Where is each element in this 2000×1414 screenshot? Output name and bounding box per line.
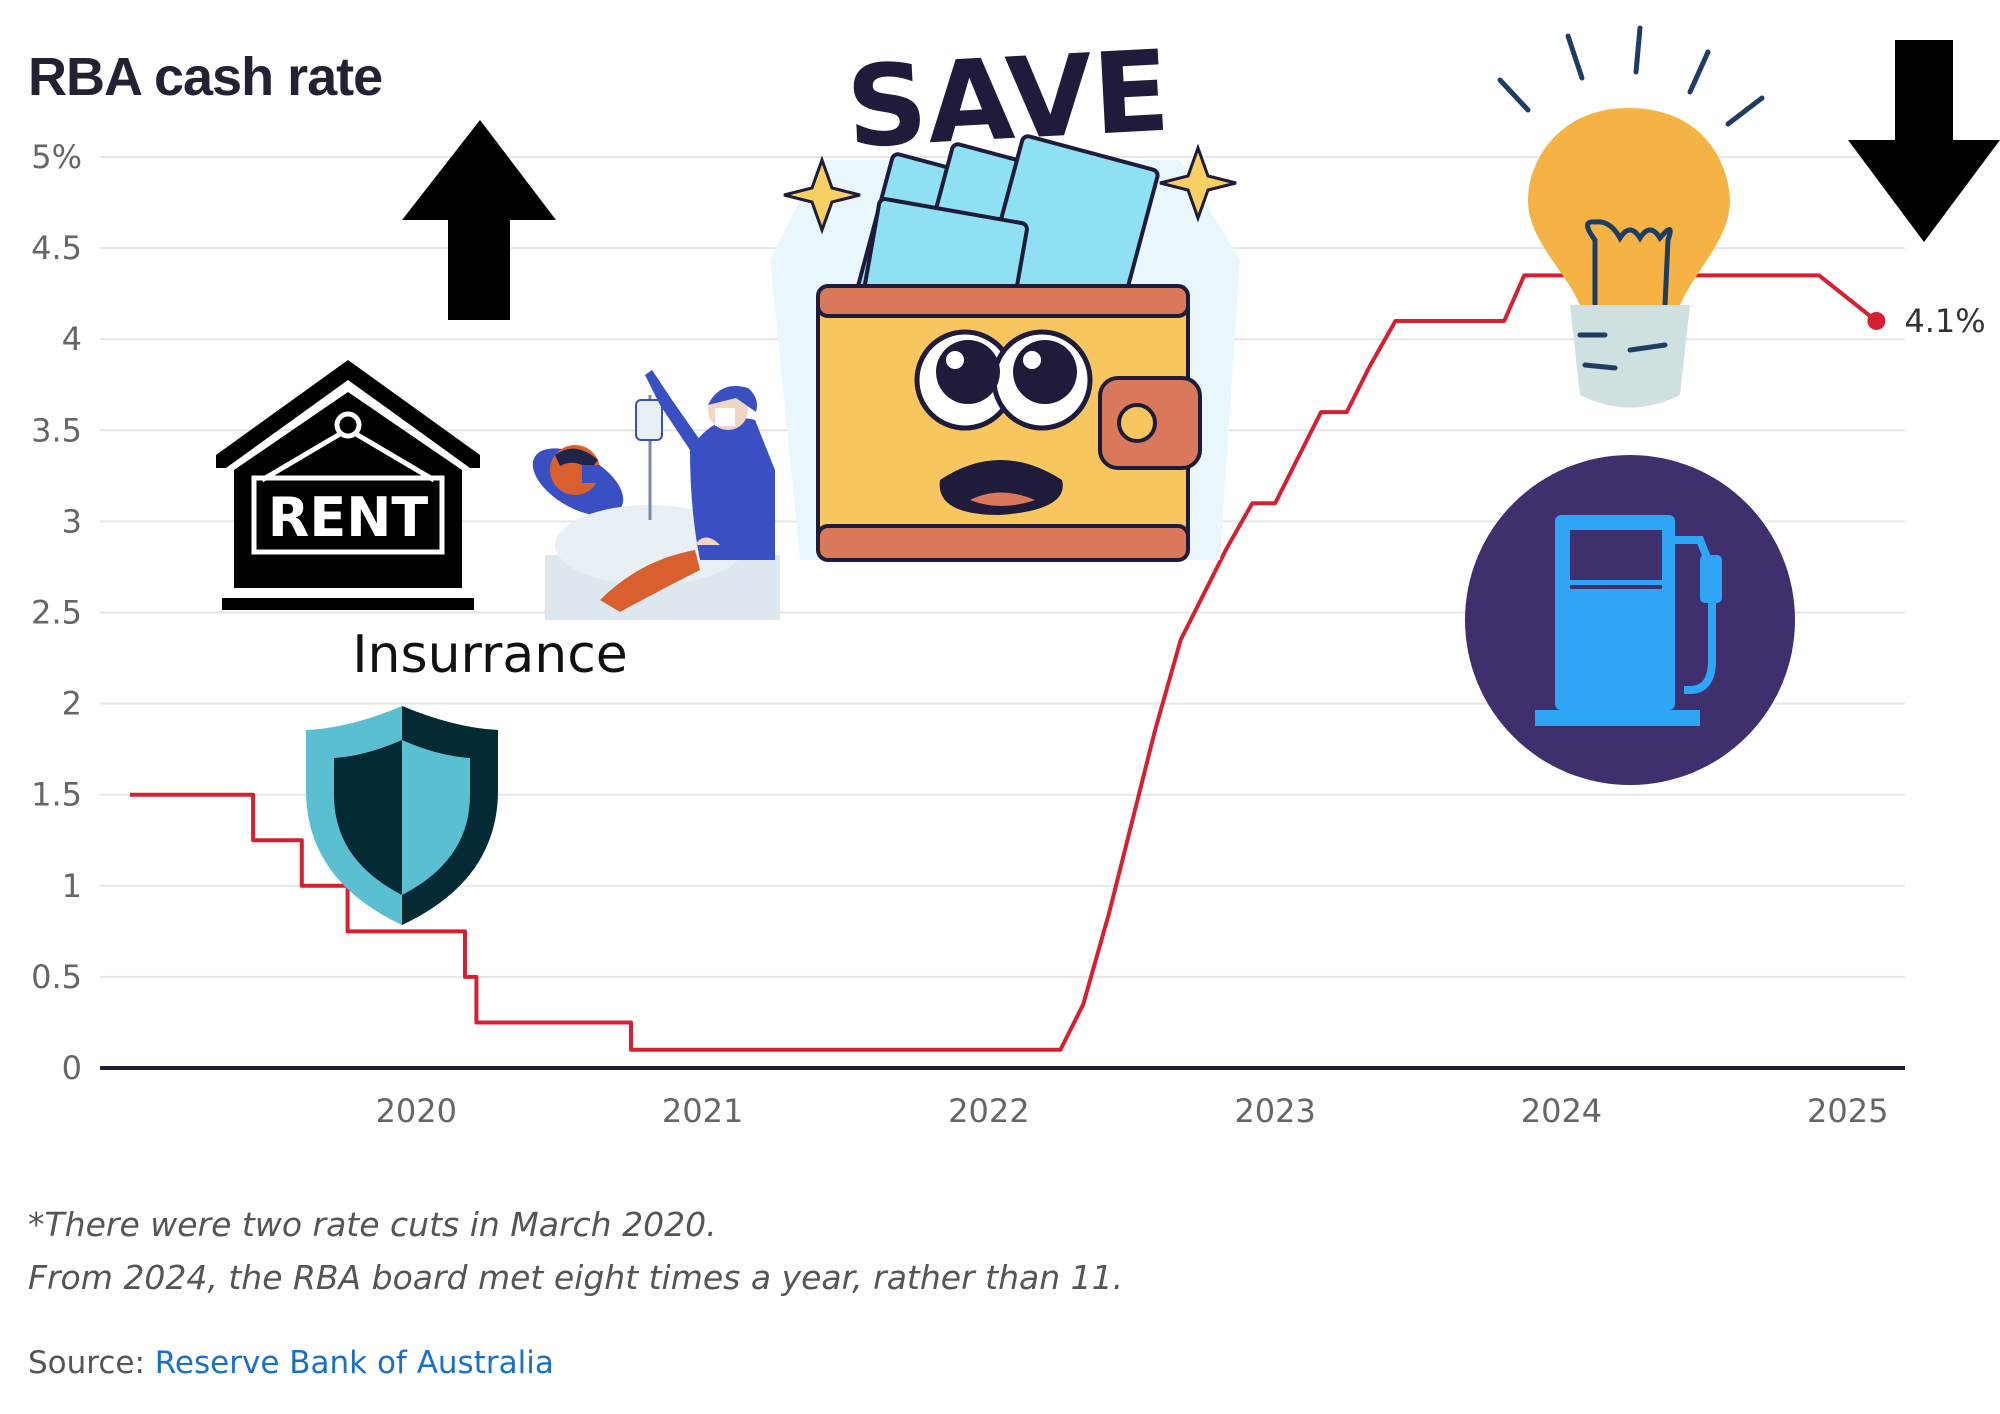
x-tick-label: 2024 bbox=[1521, 1092, 1602, 1130]
series-line-cash-rate bbox=[130, 273, 1878, 1052]
source-prefix: Source: bbox=[28, 1345, 155, 1381]
insurance-label: Insurrance bbox=[352, 625, 628, 685]
arrow-up-icon bbox=[402, 120, 556, 320]
footnote-1: *There were two rate cuts in March 2020. bbox=[28, 1205, 717, 1244]
y-tick-label: 0 bbox=[62, 1049, 82, 1087]
fuel-pump-icon bbox=[1465, 455, 1795, 785]
rent-sign-text: RENT bbox=[268, 486, 429, 549]
save-wallet-icon: SAVE bbox=[770, 27, 1240, 562]
y-tick-label: 1.5 bbox=[31, 776, 82, 814]
x-tick-label: 2021 bbox=[662, 1092, 743, 1130]
y-tick-label: 2 bbox=[62, 685, 82, 723]
end-point-marker bbox=[1867, 311, 1886, 330]
x-tick-label: 2025 bbox=[1807, 1092, 1888, 1130]
y-tick-label: 4.5 bbox=[31, 229, 82, 267]
y-tick-label: 3.5 bbox=[31, 411, 82, 449]
source-link[interactable]: Reserve Bank of Australia bbox=[154, 1345, 554, 1381]
y-tick-label: 1 bbox=[62, 867, 82, 905]
y-tick-label: 5% bbox=[31, 138, 82, 176]
end-value-label: 4.1% bbox=[1904, 302, 1985, 340]
rent-house-icon: RENT bbox=[216, 360, 480, 610]
y-tick-label: 0.5 bbox=[31, 958, 82, 996]
save-sticker-text: SAVE bbox=[843, 27, 1172, 174]
footnote-2: From 2024, the RBA board met eight times… bbox=[28, 1258, 1124, 1297]
y-tick-label: 3 bbox=[62, 502, 82, 540]
insurance-shield-icon bbox=[306, 706, 498, 925]
y-tick-label: 2.5 bbox=[31, 594, 82, 632]
arrow-down-icon bbox=[1848, 40, 2000, 242]
x-tick-label: 2022 bbox=[948, 1092, 1029, 1130]
lightbulb-icon bbox=[1497, 25, 1765, 408]
source-line: Source: Reserve Bank of Australia bbox=[28, 1345, 554, 1381]
x-tick-label: 2023 bbox=[1234, 1092, 1315, 1130]
y-tick-label: 4 bbox=[62, 320, 82, 358]
chart-title: RBA cash rate bbox=[28, 47, 383, 107]
patient-nurse-icon bbox=[532, 370, 780, 620]
x-tick-label: 2020 bbox=[376, 1092, 457, 1130]
